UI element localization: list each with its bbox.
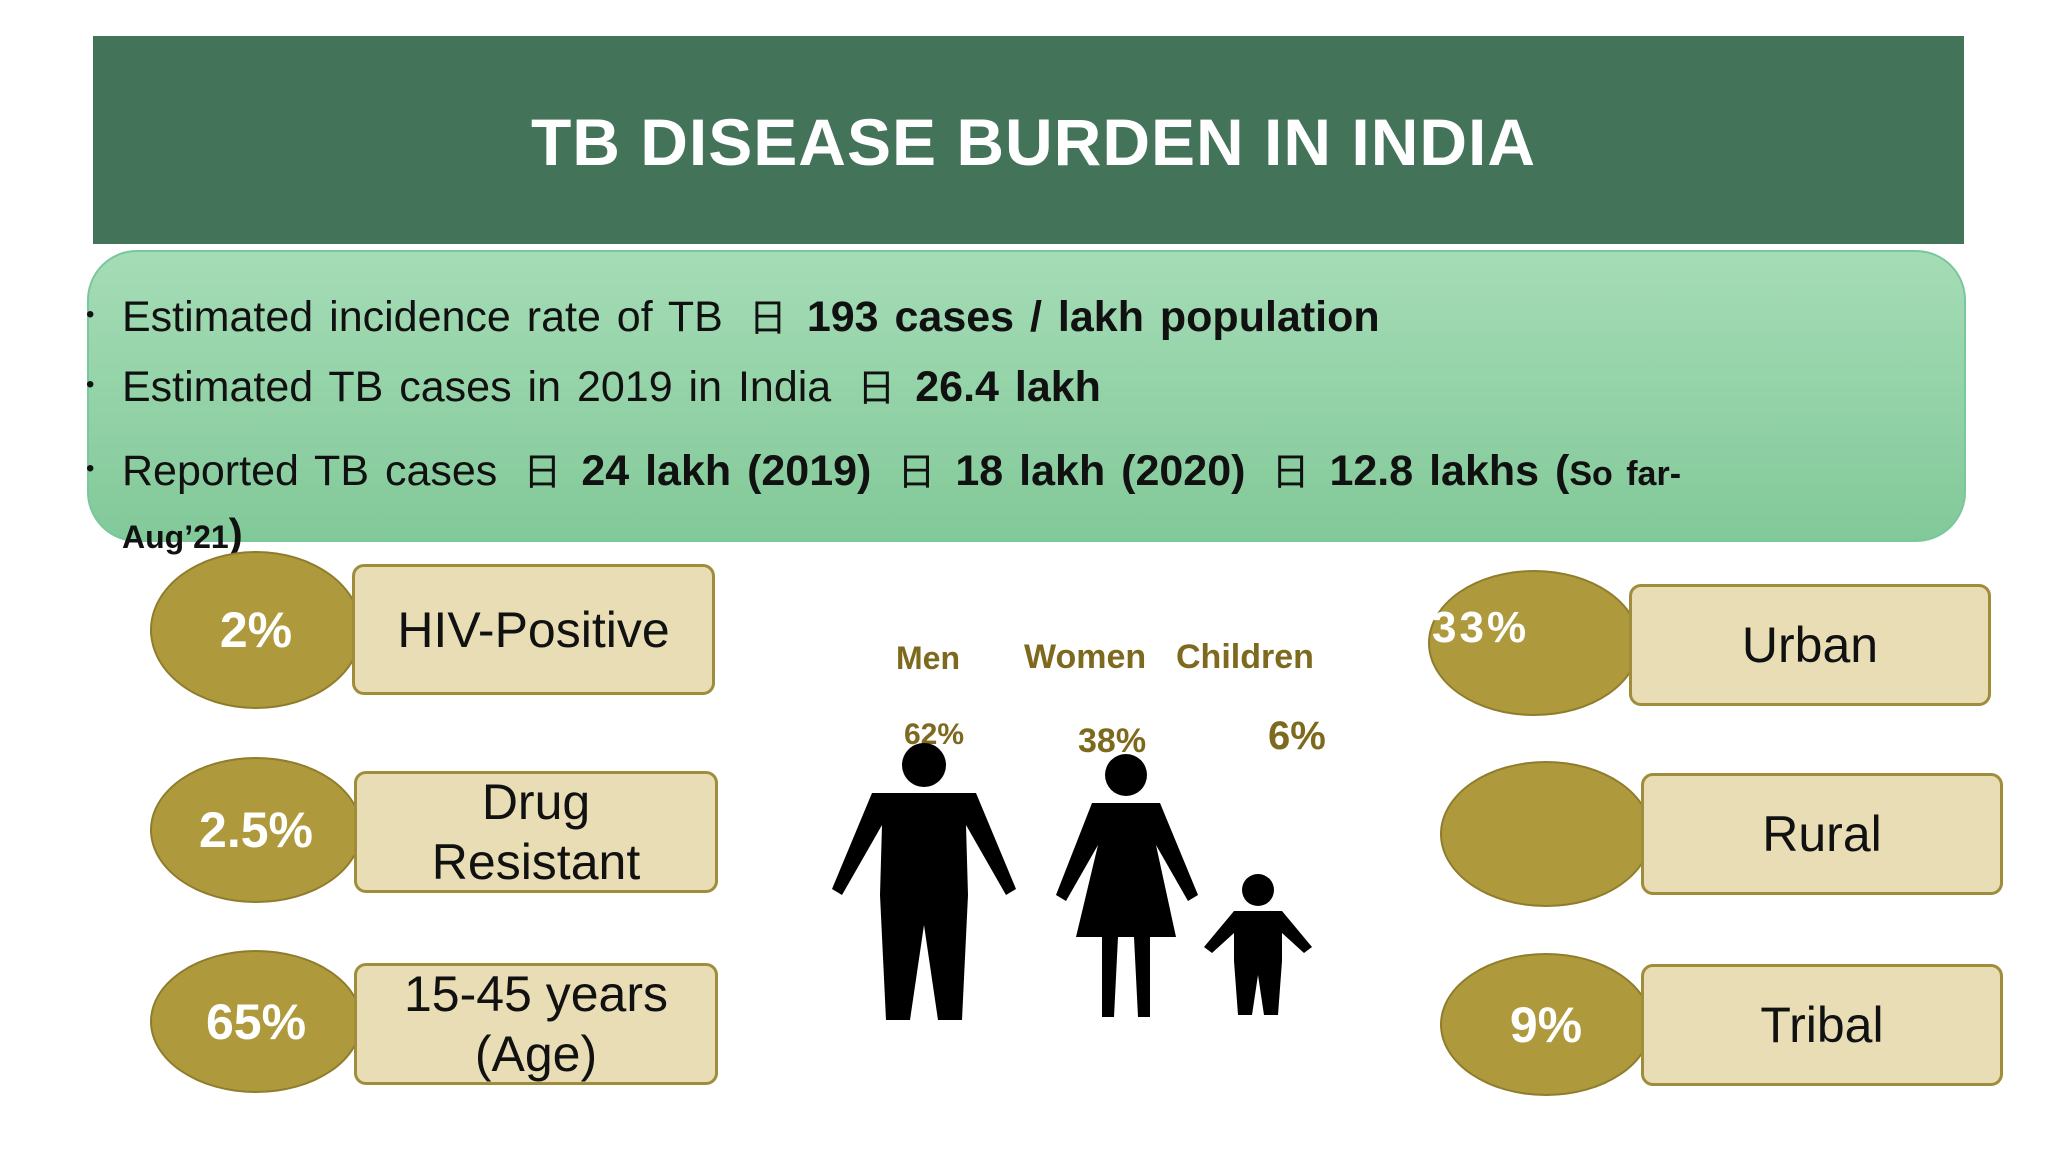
page-title: TB DISEASE BURDEN IN INDIA: [530, 105, 1537, 179]
man-figure-icon: [832, 743, 1016, 1020]
rural-percent-bubble: [1440, 761, 1652, 907]
age-label-box: 15-45 years (Age): [354, 963, 718, 1085]
info-line-reported-continued: Aug’21): [122, 510, 243, 557]
bullet: •: [86, 301, 95, 328]
women-percent: 38%: [1078, 722, 1147, 760]
hiv-label-box: HIV-Positive: [352, 564, 715, 695]
rural-label-box: Rural: [1641, 773, 2003, 895]
hiv-percent-bubble: 2%: [150, 551, 362, 709]
arrow-icon: 日: [897, 452, 936, 494]
drug-resistant-percent-bubble: 2.5%: [150, 757, 362, 903]
child-figure-icon: [1204, 874, 1312, 1015]
drug-resistant-label-box: Drug Resistant: [354, 771, 718, 893]
tribal-percent-bubble: 9%: [1440, 953, 1652, 1096]
arrow-icon: 日: [748, 298, 787, 340]
tribal-label-box: Tribal: [1641, 964, 2003, 1086]
woman-figure-icon: [1056, 754, 1198, 1017]
family-figures: [832, 743, 1312, 1020]
info-line-estimated: • Estimated TB cases in 2019 in India 日 26…: [86, 363, 1101, 411]
title-banner: TB DISEASE BURDEN IN INDIA: [93, 36, 1964, 244]
age-percent-bubble: 65%: [150, 950, 362, 1093]
men-label: Men: [896, 640, 960, 676]
info-line-reported: • Reported TB cases 日 24 lakh (2019) 日 18 la…: [86, 447, 1682, 495]
bullet: •: [86, 455, 95, 482]
arrow-icon: 日: [1271, 452, 1310, 494]
children-label: Children: [1176, 638, 1314, 676]
women-label: Women: [1024, 638, 1147, 676]
urban-label-box: Urban: [1629, 584, 1991, 706]
urban-percent-bubble: 33%: [1428, 570, 1640, 716]
arrow-icon: 日: [857, 368, 896, 410]
info-panel: [87, 250, 1966, 542]
children-percent: 6%: [1268, 714, 1326, 758]
bullet: •: [86, 371, 95, 398]
info-line-incidence: • Estimated incidence rate of TB 日 193 cas…: [86, 293, 1380, 341]
arrow-icon: 日: [523, 452, 562, 494]
